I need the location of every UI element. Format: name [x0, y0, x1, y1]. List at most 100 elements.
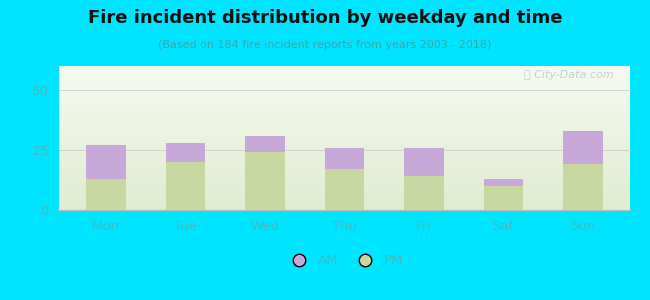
Bar — [58, 68, 630, 69]
Bar — [58, 94, 630, 95]
Bar — [58, 157, 630, 158]
Bar — [58, 144, 630, 145]
Bar — [58, 74, 630, 75]
Bar — [58, 161, 630, 162]
Bar — [563, 131, 603, 164]
Bar — [58, 146, 630, 147]
Bar — [58, 201, 630, 202]
Bar — [58, 118, 630, 119]
Bar — [58, 112, 630, 113]
Bar — [58, 200, 630, 201]
Bar — [58, 124, 630, 125]
Bar — [58, 87, 630, 88]
Bar — [58, 195, 630, 196]
Bar — [58, 145, 630, 146]
Bar — [58, 158, 630, 159]
Bar — [58, 182, 630, 183]
Bar — [58, 199, 630, 200]
Bar — [58, 141, 630, 142]
Bar — [58, 186, 630, 187]
Bar — [58, 117, 630, 118]
Bar — [58, 137, 630, 138]
Bar — [58, 189, 630, 190]
Bar — [58, 105, 630, 106]
Bar — [58, 91, 630, 92]
Bar — [58, 202, 630, 203]
Bar — [58, 120, 630, 121]
Bar — [58, 191, 630, 192]
Bar — [58, 90, 630, 91]
Bar — [58, 190, 630, 191]
Bar — [58, 80, 630, 81]
Bar — [58, 78, 630, 79]
Bar — [58, 134, 630, 135]
Bar — [58, 127, 630, 128]
Bar — [484, 186, 523, 210]
Bar — [58, 101, 630, 102]
Bar — [58, 76, 630, 77]
Bar — [58, 128, 630, 129]
Bar — [58, 187, 630, 188]
Bar — [58, 98, 630, 99]
Bar — [58, 77, 630, 78]
Bar — [58, 193, 630, 194]
Bar — [58, 181, 630, 182]
Bar — [58, 147, 630, 148]
Bar — [58, 206, 630, 207]
Bar — [404, 176, 444, 210]
Bar — [58, 99, 630, 100]
Bar — [245, 152, 285, 210]
Bar — [58, 119, 630, 120]
Bar — [58, 135, 630, 136]
Bar — [58, 205, 630, 206]
Bar — [58, 148, 630, 149]
Bar — [58, 208, 630, 209]
Bar — [324, 169, 365, 210]
Bar — [58, 114, 630, 115]
Bar — [58, 168, 630, 169]
Bar — [58, 116, 630, 117]
Bar — [58, 176, 630, 177]
Bar — [58, 106, 630, 107]
Bar — [58, 180, 630, 181]
Bar — [58, 92, 630, 93]
Bar — [58, 129, 630, 130]
Bar — [58, 85, 630, 86]
Bar — [58, 155, 630, 156]
Bar — [58, 151, 630, 152]
Bar — [58, 167, 630, 168]
Bar — [58, 110, 630, 111]
Bar — [58, 163, 630, 164]
Bar — [58, 174, 630, 175]
Bar — [58, 196, 630, 197]
Bar — [58, 86, 630, 87]
Bar — [484, 179, 523, 186]
Bar — [58, 133, 630, 134]
Bar — [58, 89, 630, 90]
Bar — [58, 103, 630, 104]
Bar — [58, 177, 630, 178]
Bar — [58, 73, 630, 74]
Bar — [58, 194, 630, 195]
Bar — [58, 84, 630, 85]
Bar — [58, 109, 630, 110]
Bar — [245, 136, 285, 152]
Bar — [58, 75, 630, 76]
Bar — [58, 169, 630, 170]
Bar — [58, 83, 630, 84]
Bar — [58, 69, 630, 70]
Bar — [58, 107, 630, 108]
Bar — [58, 88, 630, 89]
Bar — [58, 204, 630, 205]
Bar — [58, 165, 630, 166]
Bar — [58, 93, 630, 94]
Bar — [58, 154, 630, 155]
Bar — [404, 148, 444, 176]
Bar — [58, 140, 630, 141]
Bar — [58, 70, 630, 71]
Bar — [58, 72, 630, 73]
Bar — [58, 132, 630, 133]
Bar — [58, 207, 630, 208]
Bar — [58, 184, 630, 185]
Bar — [58, 164, 630, 165]
